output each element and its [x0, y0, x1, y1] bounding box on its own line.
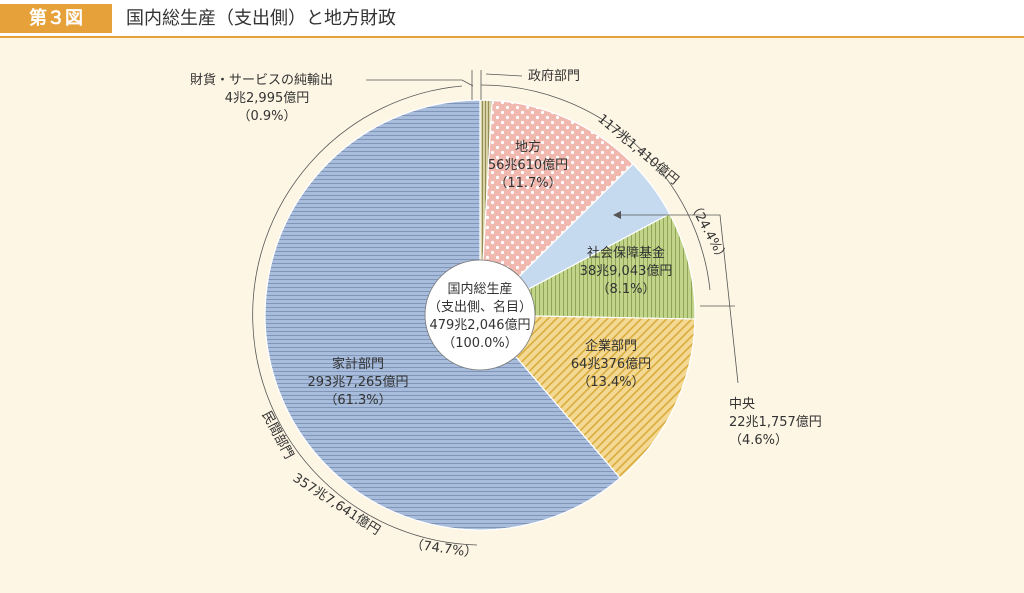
- corporate-percent: （13.4%）: [577, 375, 644, 390]
- center-label-line2: （支出側、名目）: [428, 299, 532, 315]
- household-name: 家計部門: [332, 356, 384, 372]
- social-value: 38兆9,043億円: [580, 263, 673, 279]
- center-label-percent: （100.0%）: [442, 336, 518, 351]
- net-exports-percent: （0.9%）: [237, 109, 296, 124]
- slice-label-social: 社会保障基金 38兆9,043億円 （8.1%）: [580, 245, 673, 297]
- local-percent: （11.7%）: [494, 176, 561, 191]
- slice-label-local: 地方 56兆610億円 （11.7%）: [488, 139, 568, 191]
- household-value: 293兆7,265億円: [307, 374, 408, 390]
- center-label-value: 479兆2,046億円: [429, 317, 530, 333]
- callout-net-exports: 財貨・サービスの純輸出 4兆2,995億円 （0.9%）: [190, 72, 474, 124]
- central-value: 22兆1,757億円: [729, 414, 822, 430]
- pie-outline: [264, 99, 696, 531]
- private-percent: （74.7%）: [409, 537, 478, 561]
- government-name-leader: [485, 73, 523, 77]
- social-percent: （8.1%）: [596, 282, 655, 297]
- corporate-name: 企業部門: [585, 338, 637, 354]
- figure-header: 第３図 国内総生産（支出側）と地方財政: [0, 0, 1024, 38]
- local-value: 56兆610億円: [488, 157, 568, 173]
- central-leader-line: [617, 214, 739, 384]
- center-label-line1: 国内総生産: [447, 281, 512, 297]
- household-percent: （61.3%）: [324, 393, 391, 408]
- central-leader-arrowhead: [613, 211, 621, 219]
- callout-central: 中央 22兆1,757億円 （4.6%）: [613, 211, 822, 448]
- central-percent: （4.6%）: [729, 433, 788, 448]
- figure-title: 国内総生産（支出側）と地方財政: [126, 8, 396, 29]
- corporate-value: 64兆376億円: [571, 356, 651, 372]
- local-name: 地方: [515, 139, 541, 155]
- central-name: 中央: [729, 397, 755, 412]
- private-arc: [252, 85, 478, 546]
- net-exports-name: 財貨・サービスの純輸出: [190, 72, 333, 88]
- pie-chart: 国内総生産 （支出側、名目） 479兆2,046億円 （100.0%） 地方 5…: [190, 69, 822, 561]
- figure-number-badge: 第３図: [0, 4, 112, 33]
- government-name: 政府部門: [528, 69, 580, 84]
- government-arc: [480, 84, 711, 291]
- net-exports-leader-line: [366, 79, 474, 87]
- center-hole: [424, 259, 536, 371]
- slice-label-corporate: 企業部門 64兆376億円 （13.4%）: [571, 338, 651, 390]
- social-name: 社会保障基金: [587, 245, 665, 261]
- slice-label-household: 家計部門 293兆7,265億円 （61.3%）: [307, 356, 408, 408]
- header-rule: [0, 36, 1024, 38]
- government-percent: （24.4%）: [685, 199, 730, 265]
- center-label: 国内総生産 （支出側、名目） 479兆2,046億円 （100.0%）: [428, 281, 532, 351]
- net-exports-value: 4兆2,995億円: [225, 90, 310, 106]
